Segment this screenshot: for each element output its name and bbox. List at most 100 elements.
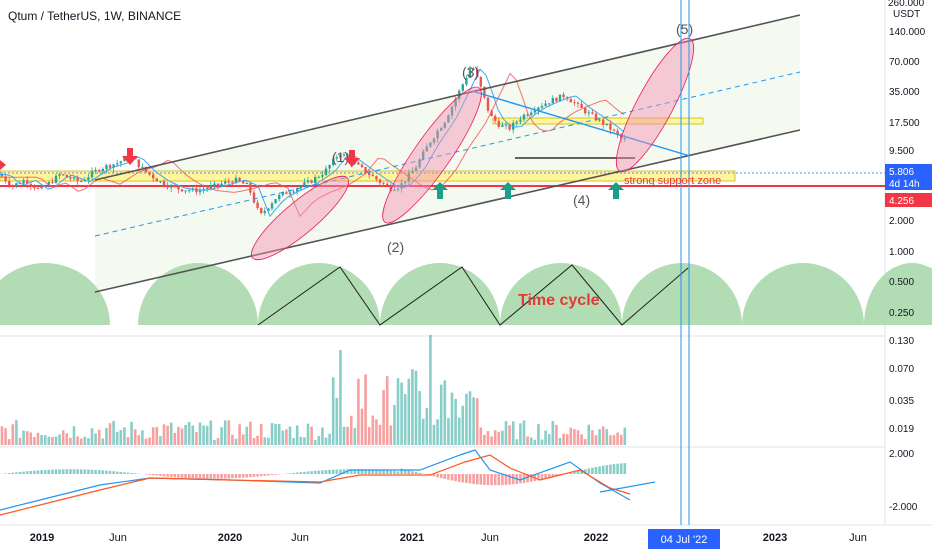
candle-body [559,95,561,102]
candle-body [98,170,100,171]
volume-bar [235,439,238,445]
macd-histogram-bar [177,474,180,478]
macd-histogram-bar [224,474,227,479]
macd-histogram-bar [33,471,36,474]
macd-histogram-bar [73,469,76,474]
macd-histogram-bar [195,474,198,479]
candle-body [303,182,305,186]
macd-histogram-bar [8,473,11,474]
macd-histogram-bar [19,472,22,474]
macd-histogram-bar [307,471,310,474]
candle-body [285,192,287,194]
macd-histogram-bar [595,467,598,474]
volume-bar [447,418,450,445]
volume-bar [300,437,303,445]
volume-bar [372,416,375,445]
macd-axis-tick: 2.000 [889,449,914,460]
volume-bar [127,437,130,445]
candle-body [271,203,273,208]
candle-body [598,120,600,121]
volume-bar [530,438,533,445]
candle-body [382,183,384,184]
volume-axis-tick: 0.070 [889,364,914,375]
candle-body [62,174,64,175]
volume-bar [163,424,166,445]
price-axis-tick: 9.500 [889,146,914,157]
volume-bar [512,421,515,445]
volume-bar [325,438,328,445]
volume-bar [566,434,569,445]
volume-bar [498,432,501,445]
macd-histogram-bar [15,472,18,474]
macd-histogram-bar [76,469,79,474]
volume-bar [15,420,18,445]
candle-body [22,180,24,183]
macd-histogram-bar [206,474,209,479]
candle-body [30,184,32,186]
volume-bar [109,423,112,445]
candle-body [69,177,71,179]
volume-bar [602,426,605,445]
volume-bar [112,421,115,445]
macd-axis-tick: -2.000 [889,502,918,513]
volume-bar [537,424,540,445]
volume-bar [472,397,475,445]
macd-histogram-bar [519,474,522,483]
volume-bar [346,427,349,445]
candle-body [105,165,107,169]
candle-body [253,193,255,203]
time-axis-label: Jun [109,532,127,544]
price-axis-tick: 2.000 [889,216,914,227]
time-axis-label: 2022 [584,532,608,544]
volume-bar [138,435,141,445]
volume-axis-tick: 0.130 [889,336,914,347]
volume-bar [292,438,295,445]
volume-bar [134,429,137,445]
volume-bar [102,438,105,445]
volume-bar [123,427,126,445]
macd-histogram-bar [152,474,155,475]
candle-body [37,188,39,189]
volume-bar [390,425,393,445]
candle-body [274,199,276,203]
candle-body [188,190,190,191]
volume-bar [141,430,144,445]
volume-bar [238,424,241,445]
volume-bar [577,430,580,445]
volume-bar [552,421,555,445]
price-unit-label: USDT [893,9,920,20]
volume-bar [620,435,623,445]
volume-bar [616,433,619,445]
volume-bar [408,379,411,445]
volume-bar [314,440,317,445]
volume-bar [429,335,432,445]
symbol-title: Qtum / TetherUS, 1W, BINANCE [8,9,181,23]
candle-body [368,173,370,175]
macd-histogram-bar [588,468,591,474]
volume-bar [242,434,245,445]
volume-bar [195,432,198,445]
macd-histogram-bar [336,470,339,474]
candle-body [181,189,183,191]
price-axis-tick: 0.250 [889,308,914,319]
candle-body [228,182,230,183]
macd-histogram-bar [451,474,454,481]
candle-body [519,119,521,121]
macd-histogram-bar [116,472,119,474]
volume-bar [91,428,94,445]
volume-bar [289,426,292,445]
macd-histogram-bar [321,470,324,474]
volume-bar [624,428,627,445]
macd-histogram-bar [134,473,137,474]
volume-bar [94,433,97,445]
volume-bar [285,429,288,445]
time-axis-label: 2020 [218,532,242,544]
volume-bar [613,435,616,445]
macd-histogram-bar [501,474,504,485]
candle-body [516,122,518,123]
price-axis-tick: 0.500 [889,277,914,288]
candle-body [278,195,280,199]
macd-histogram-bar [606,465,609,474]
macd-histogram-bar [44,470,47,474]
